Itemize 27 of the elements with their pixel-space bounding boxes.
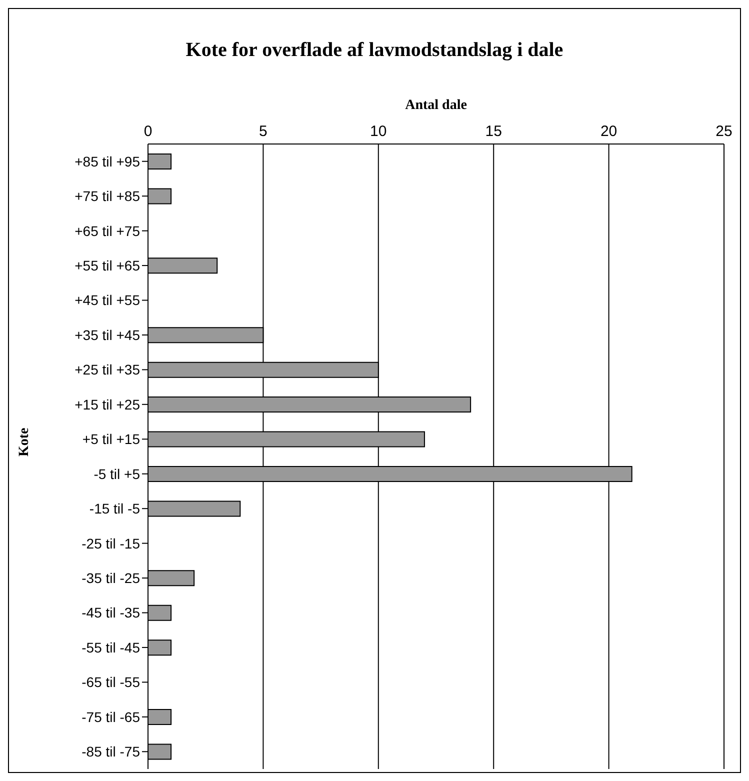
x-tick-label: 15 — [485, 123, 502, 140]
y-tick-label: -35 til -25 — [82, 570, 140, 586]
y-tick-label: -55 til -45 — [82, 639, 140, 656]
y-tick-label: +35 til +45 — [74, 326, 140, 343]
y-tick-label: +45 til +55 — [74, 292, 140, 308]
y-tick-label: -45 til -35 — [82, 604, 140, 621]
y-tick-label: -85 til -75 — [82, 744, 140, 760]
x-tick-label: 20 — [600, 123, 618, 140]
x-axis-title: Antal dale — [405, 98, 467, 113]
x-tick-label: 25 — [716, 123, 732, 140]
y-tick-label: -65 til -55 — [82, 674, 140, 690]
y-tick-label: -15 til -5 — [89, 500, 140, 517]
chart-title: Kote for overflade af lavmodstandslag i dale — [184, 39, 564, 63]
y-tick-label: -5 til +5 — [94, 466, 140, 482]
y-tick-label: +5 til +15 — [82, 431, 140, 448]
x-tick-label: 0 — [144, 123, 152, 140]
y-tick-label: +75 til +85 — [74, 188, 140, 204]
x-tick-label: 10 — [370, 123, 387, 140]
y-axis-title: Kote — [16, 428, 32, 456]
y-tick-label: -75 til -65 — [82, 708, 140, 725]
y-tick-label: +25 til +35 — [74, 362, 140, 378]
y-tick-label: +85 til +95 — [74, 153, 140, 170]
y-tick-label: -25 til -15 — [82, 535, 140, 552]
y-tick-label: +65 til +75 — [74, 222, 140, 239]
y-tick-label: +55 til +65 — [74, 258, 140, 274]
x-tick-label: 5 — [259, 123, 268, 140]
y-tick-label: +15 til +25 — [74, 396, 140, 412]
